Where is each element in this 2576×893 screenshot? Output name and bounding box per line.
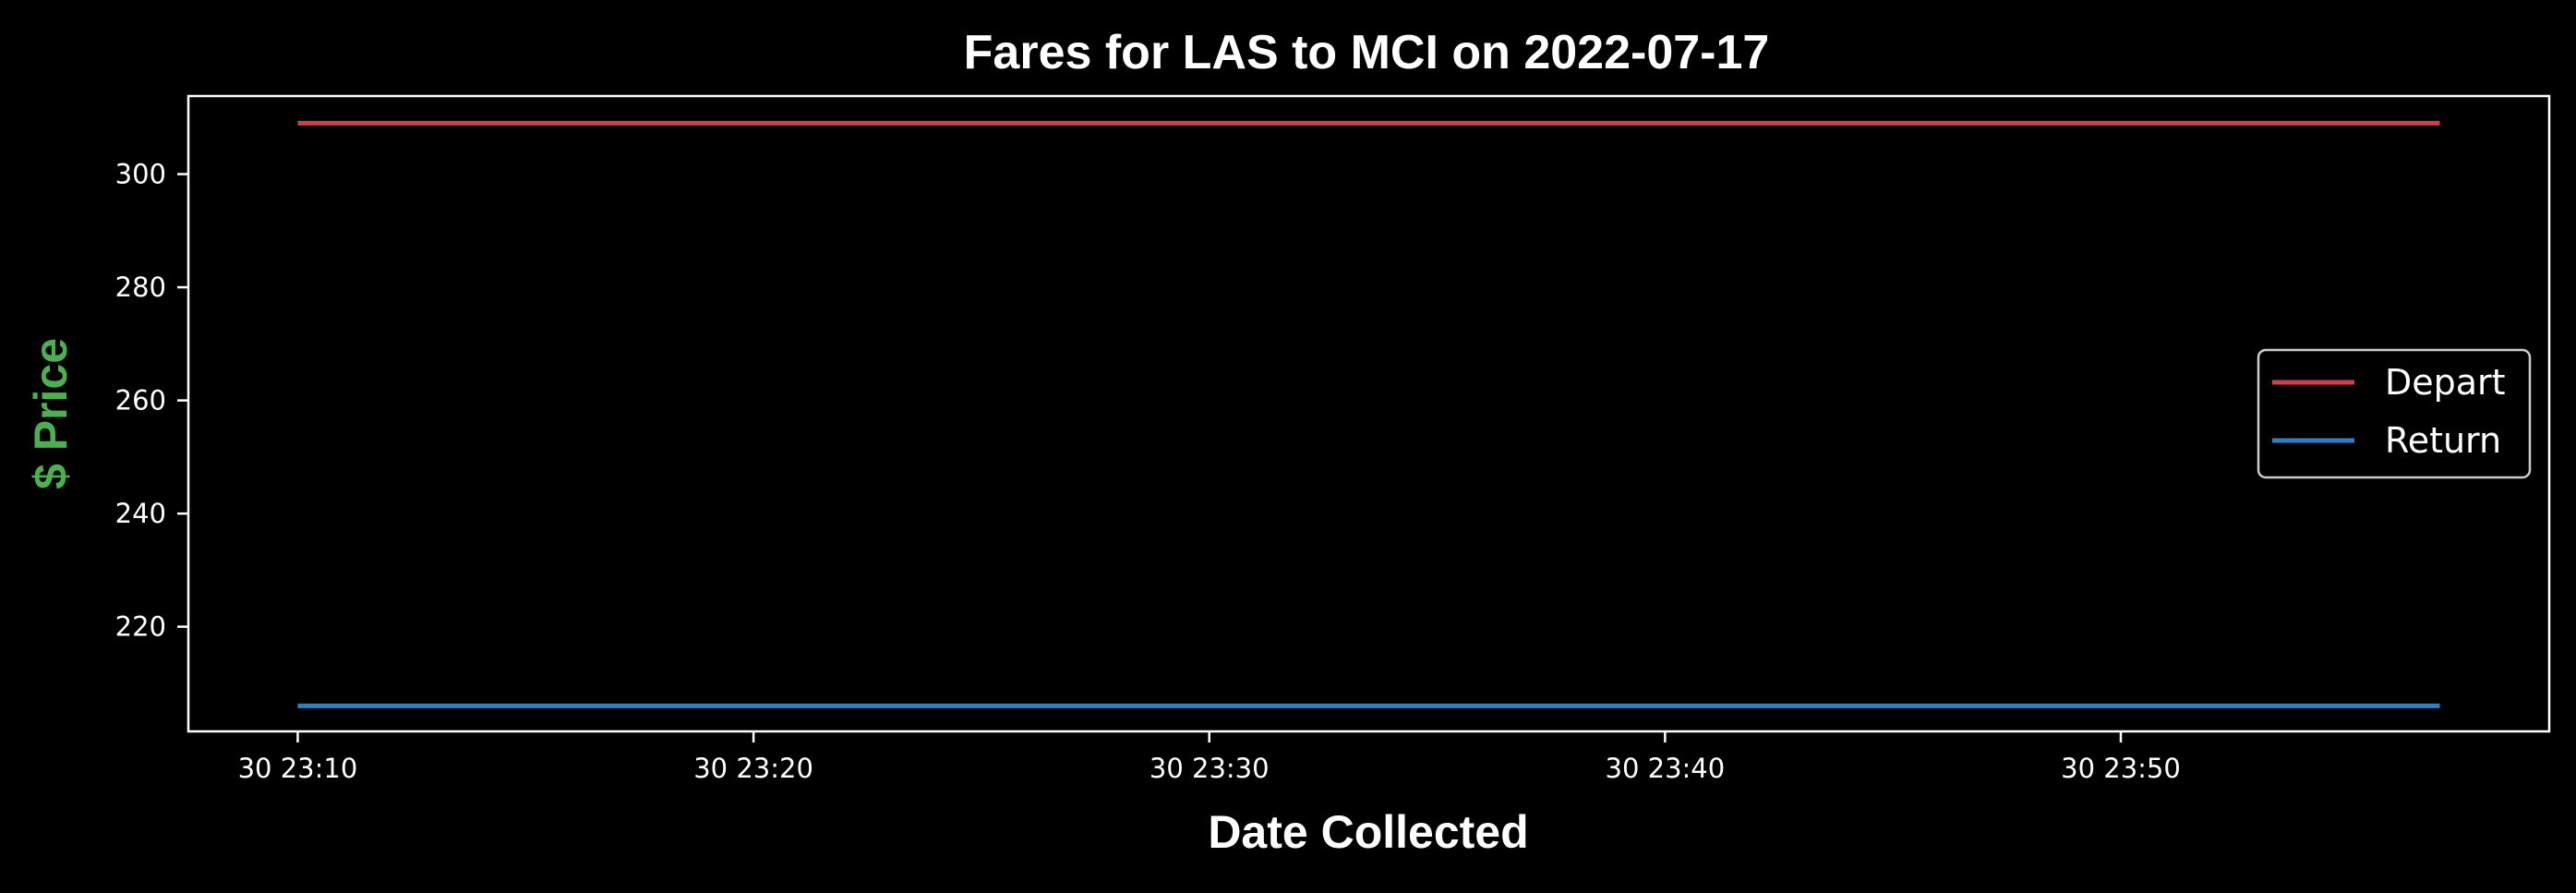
legend-label-depart: Depart [2385,362,2506,403]
x-tick-label: 30 23:20 [693,753,813,784]
x-axis-label: Date Collected [1208,806,1528,858]
y-axis-label: $ Price [25,338,77,489]
x-axis-ticks: 30 23:10 30 23:20 30 23:30 30 23:40 30 23:50 [238,731,2181,784]
legend: Depart Return [2257,348,2532,479]
x-tick-label: 30 23:50 [2061,753,2181,784]
chart-title: Fares for LAS to MCI on 2022-07-17 [964,26,1770,79]
x-tick-label: 30 23:40 [1606,753,1726,784]
plot-area-frame [187,94,2551,733]
y-tick-label: 280 [115,272,166,303]
y-tick-label: 300 [115,159,166,190]
x-tick-label: 30 23:30 [1150,753,1270,784]
x-tick-label: 30 23:10 [238,753,358,784]
series-lines [297,120,2440,708]
y-tick-label: 240 [115,498,166,529]
y-tick-label: 220 [115,611,166,643]
y-tick-label: 260 [115,385,166,416]
y-axis-ticks: 220 240 260 280 300 [115,159,188,643]
legend-label-return: Return [2385,420,2501,461]
